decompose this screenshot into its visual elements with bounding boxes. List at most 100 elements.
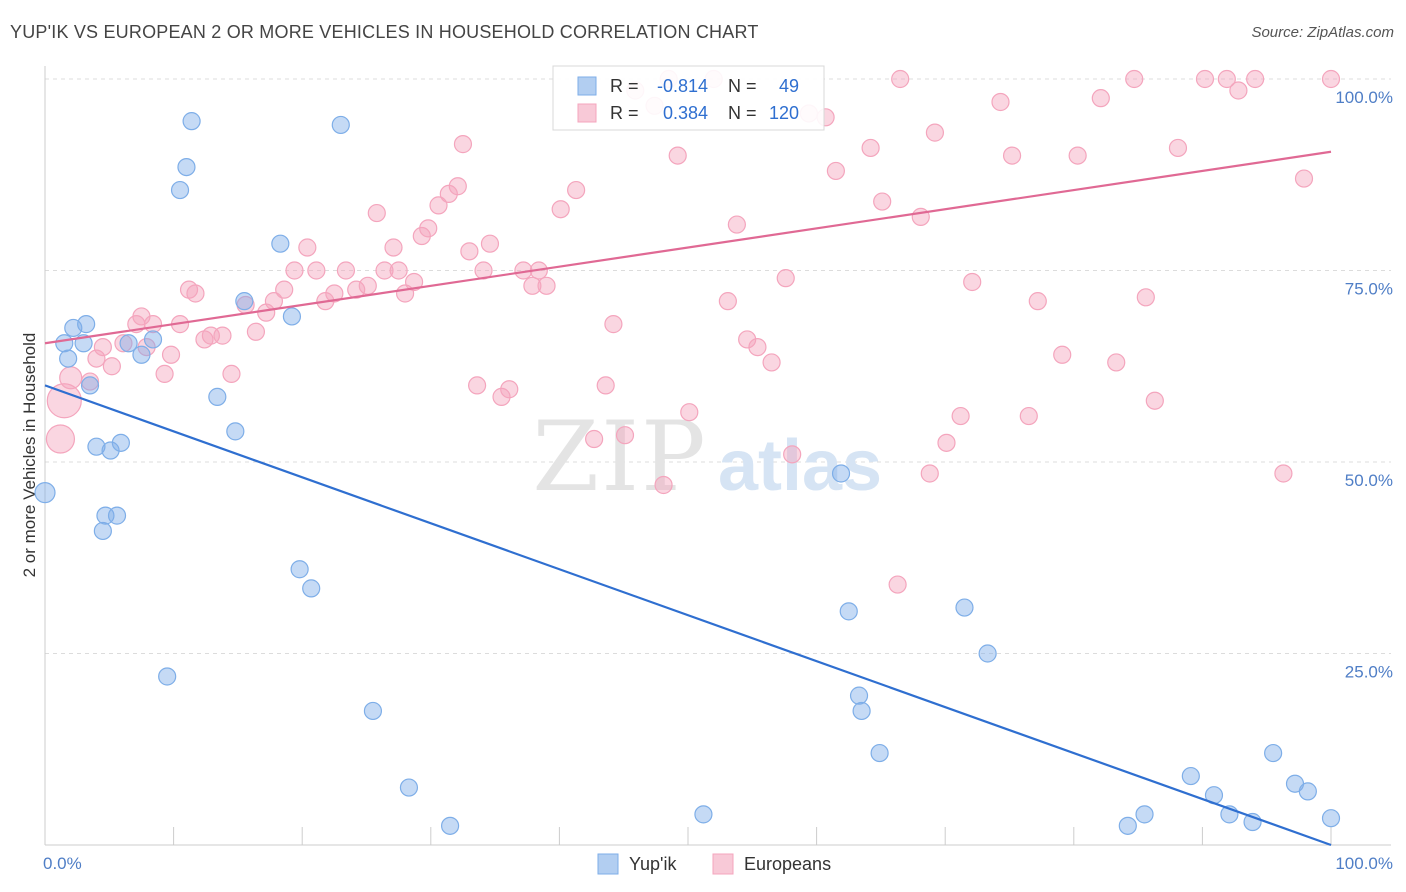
- data-point: [59, 349, 78, 368]
- data-point: [537, 276, 556, 295]
- data-point: [375, 261, 394, 280]
- bottom-legend-label: Yup'ik: [629, 854, 677, 874]
- series-yupik: [34, 112, 1341, 835]
- y-tick-label: 75.0%: [1345, 280, 1393, 299]
- data-point: [852, 701, 871, 721]
- data-point: [1118, 816, 1137, 835]
- data-point: [161, 345, 181, 364]
- data-point: [1298, 782, 1317, 801]
- data-point: [460, 242, 479, 261]
- data-point: [991, 92, 1010, 112]
- data-point: [177, 157, 196, 177]
- data-point: [102, 357, 121, 376]
- legend-r-label: R =: [610, 103, 639, 123]
- data-point: [615, 426, 635, 445]
- legend-n-value: 120: [769, 103, 799, 123]
- data-point: [500, 380, 519, 399]
- legend-swatch: [577, 76, 597, 96]
- data-point: [783, 445, 802, 464]
- axes: [44, 66, 1391, 846]
- data-point: [920, 464, 939, 483]
- data-point: [567, 180, 586, 200]
- data-point: [285, 261, 304, 280]
- data-point: [87, 349, 106, 368]
- x-tick-label: 100.0%: [1335, 854, 1393, 873]
- data-point: [367, 203, 386, 223]
- data-point: [1145, 391, 1164, 410]
- bottom-legend-swatch: [712, 853, 734, 875]
- data-point: [1246, 69, 1265, 89]
- data-point: [46, 383, 82, 419]
- data-point: [762, 353, 781, 372]
- data-point: [891, 69, 910, 89]
- data-point: [870, 743, 889, 763]
- data-point: [668, 146, 687, 165]
- data-point: [523, 276, 542, 295]
- data-point: [59, 366, 83, 390]
- data-point: [1217, 69, 1236, 89]
- data-point: [440, 816, 460, 835]
- data-point: [275, 280, 294, 299]
- data-point: [861, 138, 880, 158]
- data-point: [1181, 766, 1200, 786]
- bottom-legend-label: Europeans: [744, 854, 831, 874]
- data-point: [419, 219, 438, 238]
- trend-line: [44, 150, 1332, 345]
- data-point: [1168, 138, 1188, 158]
- data-point: [1264, 743, 1283, 763]
- data-point: [114, 334, 133, 353]
- legend-n-label: N =: [728, 103, 757, 123]
- data-point: [480, 234, 500, 253]
- data-point: [45, 424, 76, 454]
- data-point: [282, 307, 302, 326]
- data-point: [1274, 464, 1293, 483]
- legend-r-label: R =: [610, 76, 639, 96]
- data-point: [55, 334, 74, 353]
- data-point: [680, 403, 699, 422]
- data-point: [1068, 146, 1087, 165]
- data-point: [1107, 353, 1126, 372]
- data-point: [1091, 89, 1110, 108]
- data-point: [384, 238, 403, 257]
- data-point: [963, 272, 982, 292]
- grid-lines: [45, 78, 1391, 654]
- legend-r-value: 0.384: [663, 103, 708, 123]
- watermark-atlas: atlas: [718, 426, 882, 506]
- y-tick-label: 25.0%: [1345, 663, 1393, 682]
- data-point: [467, 376, 487, 395]
- legend-n-value: 49: [779, 76, 799, 96]
- data-point: [93, 521, 112, 541]
- data-point: [596, 376, 615, 395]
- data-point: [978, 644, 997, 663]
- data-point: [585, 429, 604, 449]
- data-point: [727, 215, 746, 234]
- data-point: [748, 338, 767, 357]
- data-point: [888, 575, 907, 594]
- x-tick-labels: 0.0% 100.0%: [43, 854, 1393, 873]
- data-point: [404, 272, 424, 292]
- data-point: [358, 276, 377, 295]
- data-point: [222, 364, 241, 384]
- data-point: [399, 778, 419, 797]
- data-point: [235, 292, 254, 311]
- data-point: [453, 135, 473, 154]
- source-label: Source: ZipAtlas.com: [1251, 24, 1394, 41]
- data-point: [80, 376, 100, 395]
- data-point: [389, 261, 408, 280]
- data-point: [80, 372, 100, 391]
- y-tick-label: 100.0%: [1335, 88, 1393, 107]
- data-point: [1195, 69, 1215, 89]
- data-point: [839, 602, 858, 621]
- data-point: [604, 315, 623, 334]
- data-point: [302, 579, 321, 598]
- series-europeans: [45, 69, 1341, 594]
- data-point: [107, 506, 127, 525]
- data-point: [826, 161, 845, 181]
- data-point: [1053, 345, 1072, 364]
- data-point: [363, 701, 383, 721]
- data-point: [925, 123, 945, 142]
- data-point: [1229, 81, 1248, 100]
- data-point: [132, 345, 151, 364]
- data-point: [448, 177, 467, 196]
